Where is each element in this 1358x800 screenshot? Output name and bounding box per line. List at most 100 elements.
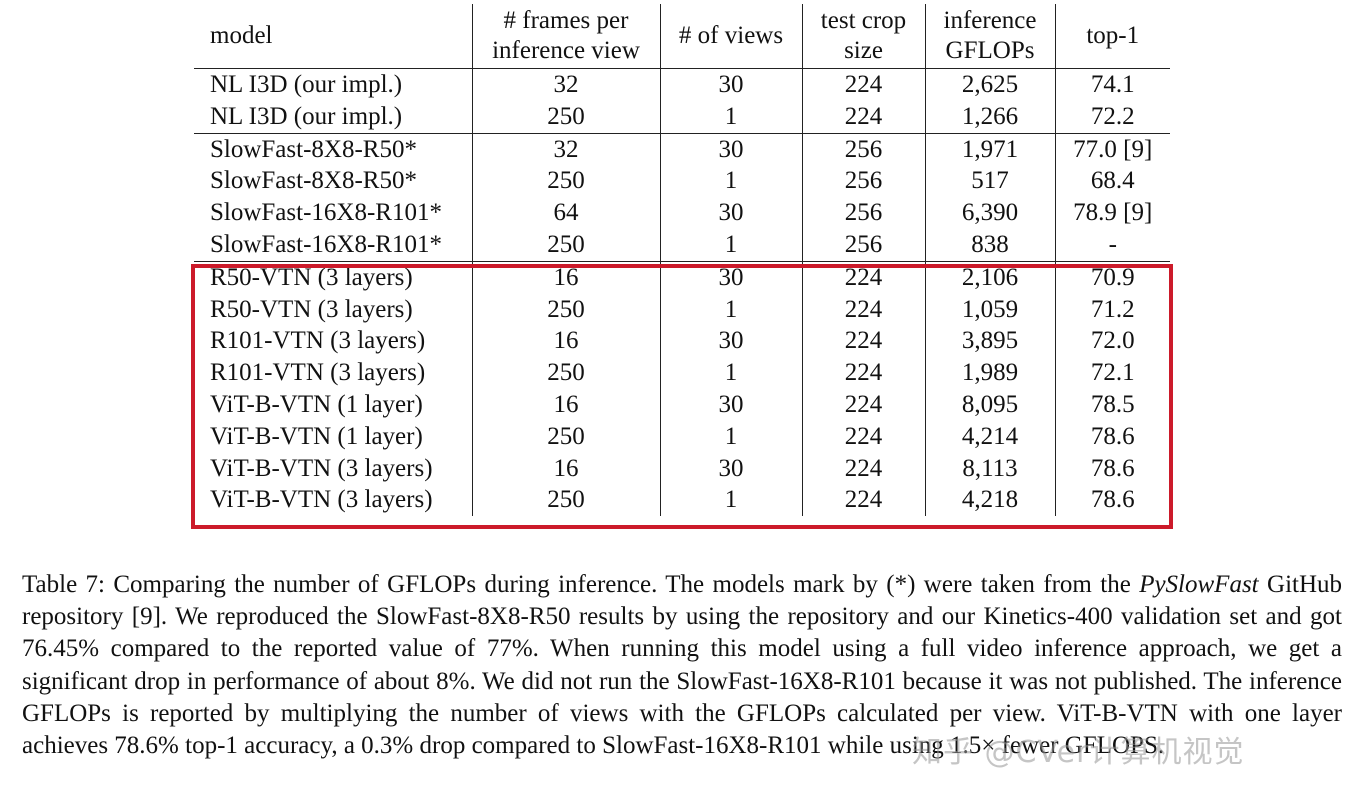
caption-text-part1: Table 7: Comparing the number of GFLOPs …: [22, 571, 1140, 598]
table-row: ViT-B-VTN (1 layer) 16 30 224 8,095 78.5: [194, 388, 1170, 421]
cell-crop: 224: [802, 67, 926, 101]
table-row: SlowFast-8X8-R50* 250 1 256 517 68.4: [194, 165, 1170, 198]
table-body: NL I3D (our impl.) 32 30 224 2,625 74.1 NL I3D…: [194, 67, 1170, 517]
cell-views: 1: [660, 357, 803, 389]
cell-crop: 224: [802, 420, 926, 453]
header-inference-gflops: inference GFLOPs: [925, 4, 1056, 69]
cell-top1: 78.9 [9]: [1073, 199, 1153, 227]
cell-top1: -: [1108, 230, 1117, 258]
cell-frames: 250: [472, 420, 661, 453]
header-top1: top-1: [1055, 4, 1170, 69]
caption-italic-pyslowfast: PySlowFast: [1139, 571, 1259, 598]
cell-crop: 224: [802, 260, 926, 294]
cell-frames: 16: [472, 325, 661, 358]
cell-views: 30: [660, 67, 803, 101]
cell-top1: 78.6: [1090, 454, 1135, 482]
cell-views: 30: [660, 197, 803, 229]
cell-model: ViT-B-VTN (1 layer): [194, 420, 473, 453]
cell-crop: 224: [802, 325, 926, 358]
table-row: ViT-B-VTN (3 layers) 16 30 224 8,113 78.6: [194, 452, 1170, 485]
cell-crop: 224: [802, 388, 926, 421]
cell-gflops: 8,113: [925, 452, 1056, 485]
table-row: ViT-B-VTN (1 layer) 250 1 224 4,214 78.6: [194, 420, 1170, 453]
cell-model: ViT-B-VTN (3 layers): [194, 484, 473, 517]
table-row: NL I3D (our impl.) 32 30 224 2,625 74.1: [194, 67, 1170, 101]
gflops-comparison-table: model # frames per inference view # of vi…: [194, 4, 1170, 517]
cell-model: SlowFast-8X8-R50*: [194, 132, 473, 166]
cell-crop: 256: [802, 228, 926, 262]
cell-frames: 250: [472, 484, 661, 517]
cell-top1: 77.0 [9]: [1055, 132, 1170, 166]
cell-crop: 256: [802, 165, 926, 198]
table-row: NL I3D (our impl.) 250 1 224 1,266 72.2: [194, 100, 1170, 134]
cell-views: 30: [660, 132, 803, 166]
cell-top1: 78.6: [1090, 486, 1135, 514]
cell-gflops: 1,971: [925, 132, 1056, 166]
cell-gflops: 1,989: [925, 357, 1056, 389]
results-table-container: model # frames per inference view # of vi…: [194, 4, 1170, 517]
cell-gflops: 8,095: [925, 388, 1056, 421]
cell-gflops: 517: [925, 165, 1056, 198]
cell-gflops: 6,390: [925, 197, 1056, 229]
cell-top1: 72.0: [1090, 327, 1135, 355]
table-row: SlowFast-16X8-R101* 250 1 256 838 -: [194, 228, 1170, 262]
table-row: R101-VTN (3 layers) 16 30 224 3,895 72.0: [194, 325, 1170, 358]
cell-crop: 256: [802, 132, 926, 166]
cell-crop: 224: [802, 293, 926, 326]
cell-crop: 224: [802, 357, 926, 389]
cell-model: R50-VTN (3 layers): [194, 260, 473, 294]
cell-top1: 78.5: [1090, 390, 1135, 418]
cell-crop: 224: [802, 484, 926, 517]
cell-views: 30: [660, 452, 803, 485]
cell-frames: 250: [472, 228, 661, 262]
cell-top1: 74.1: [1055, 67, 1170, 101]
cell-model: R101-VTN (3 layers): [194, 357, 473, 389]
cell-views: 1: [660, 484, 803, 517]
cell-views: 30: [660, 260, 803, 294]
cell-views: 1: [660, 420, 803, 453]
cell-views: 1: [660, 293, 803, 326]
header-frames-per-view: # frames per inference view: [472, 4, 661, 69]
cell-frames: 16: [472, 452, 661, 485]
cell-top1: 68.4: [1090, 167, 1135, 195]
cell-top1: 78.6: [1090, 422, 1135, 450]
cell-model: NL I3D (our impl.): [194, 67, 473, 101]
header-num-views: # of views: [660, 4, 803, 69]
cell-gflops: 2,625: [925, 67, 1056, 101]
cell-views: 30: [660, 388, 803, 421]
cell-gflops: 1,266: [925, 100, 1056, 134]
table-row: R50-VTN (3 layers) 16 30 224 2,106 70.9: [194, 260, 1170, 294]
table-row: SlowFast-16X8-R101* 64 30 256 6,390 78.9 [9]: [194, 197, 1170, 229]
cell-gflops: 838: [925, 228, 1056, 262]
cell-crop: 224: [802, 100, 926, 134]
cell-model: SlowFast-16X8-R101*: [194, 197, 473, 229]
cell-frames: 250: [472, 165, 661, 198]
table-row: SlowFast-8X8-R50* 32 30 256 1,971 77.0 [9]: [194, 132, 1170, 166]
cell-model: NL I3D (our impl.): [194, 100, 473, 134]
cell-crop: 224: [802, 452, 926, 485]
cell-gflops: 4,214: [925, 420, 1056, 453]
cell-gflops: 2,106: [925, 260, 1056, 294]
cell-model: R101-VTN (3 layers): [194, 325, 473, 358]
cell-frames: 250: [472, 293, 661, 326]
table-caption: Table 7: Comparing the number of GFLOPs …: [22, 569, 1342, 762]
cell-views: 1: [660, 165, 803, 198]
cell-top1: 72.2: [1090, 102, 1135, 130]
cell-top1: 70.9: [1055, 260, 1170, 294]
cell-views: 1: [660, 228, 803, 262]
cell-model: SlowFast-16X8-R101*: [194, 228, 473, 262]
cell-views: 30: [660, 325, 803, 358]
cell-frames: 16: [472, 260, 661, 294]
cell-views: 1: [660, 100, 803, 134]
cell-gflops: 3,895: [925, 325, 1056, 358]
cell-top1: 72.1: [1090, 359, 1135, 387]
cell-frames: 16: [472, 388, 661, 421]
table-row: R101-VTN (3 layers) 250 1 224 1,989 72.1: [194, 357, 1170, 389]
header-model: model: [194, 4, 473, 69]
cell-crop: 256: [802, 197, 926, 229]
cell-frames: 32: [472, 67, 661, 101]
cell-frames: 64: [472, 197, 661, 229]
cell-model: ViT-B-VTN (1 layer): [194, 388, 473, 421]
header-test-crop-size: test crop size: [802, 4, 926, 69]
cell-model: R50-VTN (3 layers): [194, 293, 473, 326]
